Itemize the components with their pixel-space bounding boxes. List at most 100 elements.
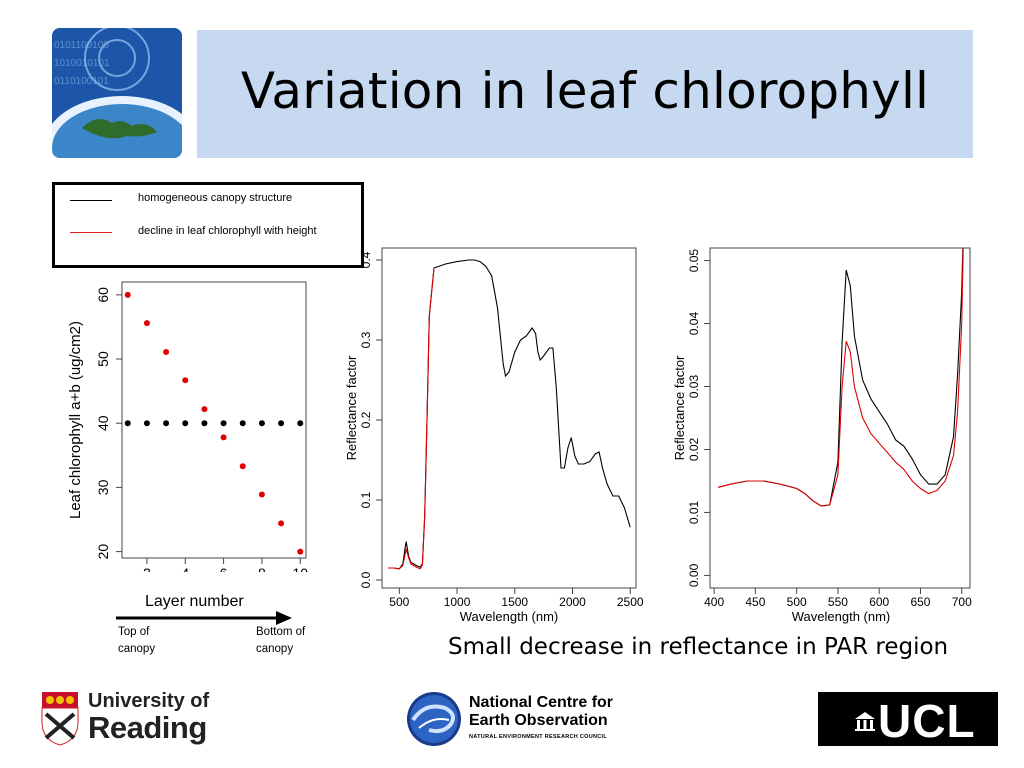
svg-text:1010010101: 1010010101 — [54, 58, 110, 69]
x-tick-label: 1500 — [501, 595, 528, 609]
x-tick-label: 1000 — [444, 595, 471, 609]
y-tick-label: 20 — [95, 544, 111, 560]
x-tick-label: 450 — [745, 595, 765, 609]
x-tick-label: 8 — [258, 565, 266, 572]
slide-caption: Small decrease in reflectance in PAR reg… — [448, 634, 949, 660]
svg-text:0110100101: 0110100101 — [54, 76, 109, 87]
data-point — [258, 420, 265, 427]
legend-label-decline: decline in leaf chlorophyll with height — [138, 225, 317, 237]
data-point — [163, 420, 170, 427]
chart2-y-axis-label: Reflectance factor — [344, 355, 359, 460]
data-point — [163, 348, 170, 355]
data-point — [278, 420, 285, 427]
x-tick-label: 500 — [787, 595, 807, 609]
y-tick-label: 0.0 — [359, 571, 373, 588]
university-of-reading-logo: University of Reading — [40, 690, 220, 750]
series-line — [718, 248, 964, 507]
bottom-note-line1: Bottom of — [256, 626, 306, 638]
data-point — [297, 420, 304, 427]
x-tick-label: 4 — [181, 565, 189, 572]
y-tick-label: 0.4 — [359, 251, 373, 268]
x-tick-label: 650 — [910, 595, 930, 609]
ucl-portico-icon — [855, 712, 875, 731]
data-point — [220, 420, 227, 427]
title-banner — [197, 30, 973, 158]
nceo-line1: National Centre for — [469, 694, 614, 711]
bottom-of-canopy-note: Bottom of canopy — [256, 624, 305, 658]
y-tick-label: 0.03 — [687, 375, 701, 399]
y-tick-label: 60 — [95, 287, 111, 303]
plot-frame — [709, 247, 971, 589]
y-tick-label: 30 — [95, 479, 111, 495]
y-tick-label: 0.04 — [687, 312, 701, 336]
x-tick-label: 6 — [220, 565, 228, 572]
chlorophyll-layer-chart: 2 4 6 8 10 20 30 40 50 60 Leaf chlorophyll a+b (u… — [67, 281, 308, 572]
ucl-logo: UCL — [818, 692, 998, 747]
legend-label-homogeneous: homogeneous canopy structure — [138, 192, 293, 204]
layer-direction-arrow — [116, 611, 292, 625]
data-point — [143, 420, 150, 427]
x-tick-label: 2 — [143, 565, 151, 572]
top-of-canopy-note: Top of canopy — [118, 624, 155, 658]
data-point — [182, 420, 189, 427]
legend-red-line — [70, 232, 112, 233]
x-tick-label: 2000 — [559, 595, 586, 609]
top-note-line1: Top of — [118, 626, 150, 638]
y-tick-label: 0.05 — [687, 249, 701, 273]
x-tick-label: 10 — [292, 565, 308, 572]
series-line — [387, 267, 435, 570]
legend-black-line — [70, 200, 112, 201]
x-tick-label: 400 — [704, 595, 724, 609]
data-point — [201, 420, 208, 427]
data-point — [239, 420, 246, 427]
chart-legend: homogeneous canopy structure decline in … — [52, 182, 364, 268]
y-tick-label: 0.2 — [359, 411, 373, 428]
nceo-swirl-icon — [407, 692, 461, 746]
data-point — [278, 520, 285, 527]
nceo-line3: NATURAL ENVIRONMENT RESEARCH COUNCIL — [469, 734, 608, 740]
y-tick-label: 40 — [95, 415, 111, 431]
nceo-logo: National Centre for Earth Observation NA… — [405, 690, 635, 750]
reading-line2: Reading — [88, 710, 207, 745]
plot-frame — [121, 281, 307, 559]
y-tick-label: 50 — [95, 351, 111, 367]
layer-number-label: Layer number — [145, 593, 244, 610]
y-tick-label: 0.1 — [359, 491, 373, 508]
data-point — [239, 463, 246, 470]
data-point — [297, 548, 304, 555]
y-tick-label: 0.02 — [687, 437, 701, 461]
top-note-line2: canopy — [118, 643, 156, 655]
y-tick-label: 0.01 — [687, 500, 701, 524]
chart2-x-axis-label: Wavelength (nm) — [460, 609, 559, 624]
bottom-note-line2: canopy — [256, 643, 294, 655]
y-tick-label: 0.3 — [359, 331, 373, 348]
data-point — [182, 377, 189, 384]
data-point — [143, 320, 150, 327]
visible-spectrum-chart: 400 450 500 550 600 650 700 0.00 0.01 0.02 0.03 0.0… — [672, 247, 972, 624]
data-point — [201, 406, 208, 413]
x-tick-label: 550 — [828, 595, 848, 609]
reading-line1: University of — [88, 690, 210, 712]
chart3-y-axis-label: Reflectance factor — [672, 355, 687, 460]
chart1-y-axis-label: Leaf chlorophyll a+b (ug/cm2) — [67, 321, 84, 519]
data-point — [124, 291, 131, 298]
x-tick-label: 700 — [952, 595, 972, 609]
nceo-line2: Earth Observation — [469, 712, 608, 729]
earth-gear-logo: 0101100100 1010010101 0110100101 — [52, 28, 182, 158]
series-line — [718, 248, 964, 507]
y-tick-label: 0.00 — [687, 563, 701, 587]
x-tick-label: 2500 — [617, 595, 644, 609]
plot-frame — [381, 247, 637, 589]
chart3-x-axis-label: Wavelength (nm) — [792, 609, 891, 624]
slide-title: Variation in leaf chlorophyll — [240, 62, 930, 120]
data-point — [124, 420, 131, 427]
ucl-wordmark: UCL — [878, 695, 976, 747]
svg-text:0101100100: 0101100100 — [54, 40, 109, 51]
data-point — [258, 491, 265, 498]
full-spectrum-chart: 500 1000 1500 2000 2500 0.0 0.1 0.2 0.3 0.4 Refle… — [344, 247, 644, 624]
series-line — [387, 259, 631, 570]
x-tick-label: 500 — [389, 595, 409, 609]
x-tick-label: 600 — [869, 595, 889, 609]
data-point — [220, 434, 227, 441]
reading-crest-icon — [41, 692, 79, 746]
